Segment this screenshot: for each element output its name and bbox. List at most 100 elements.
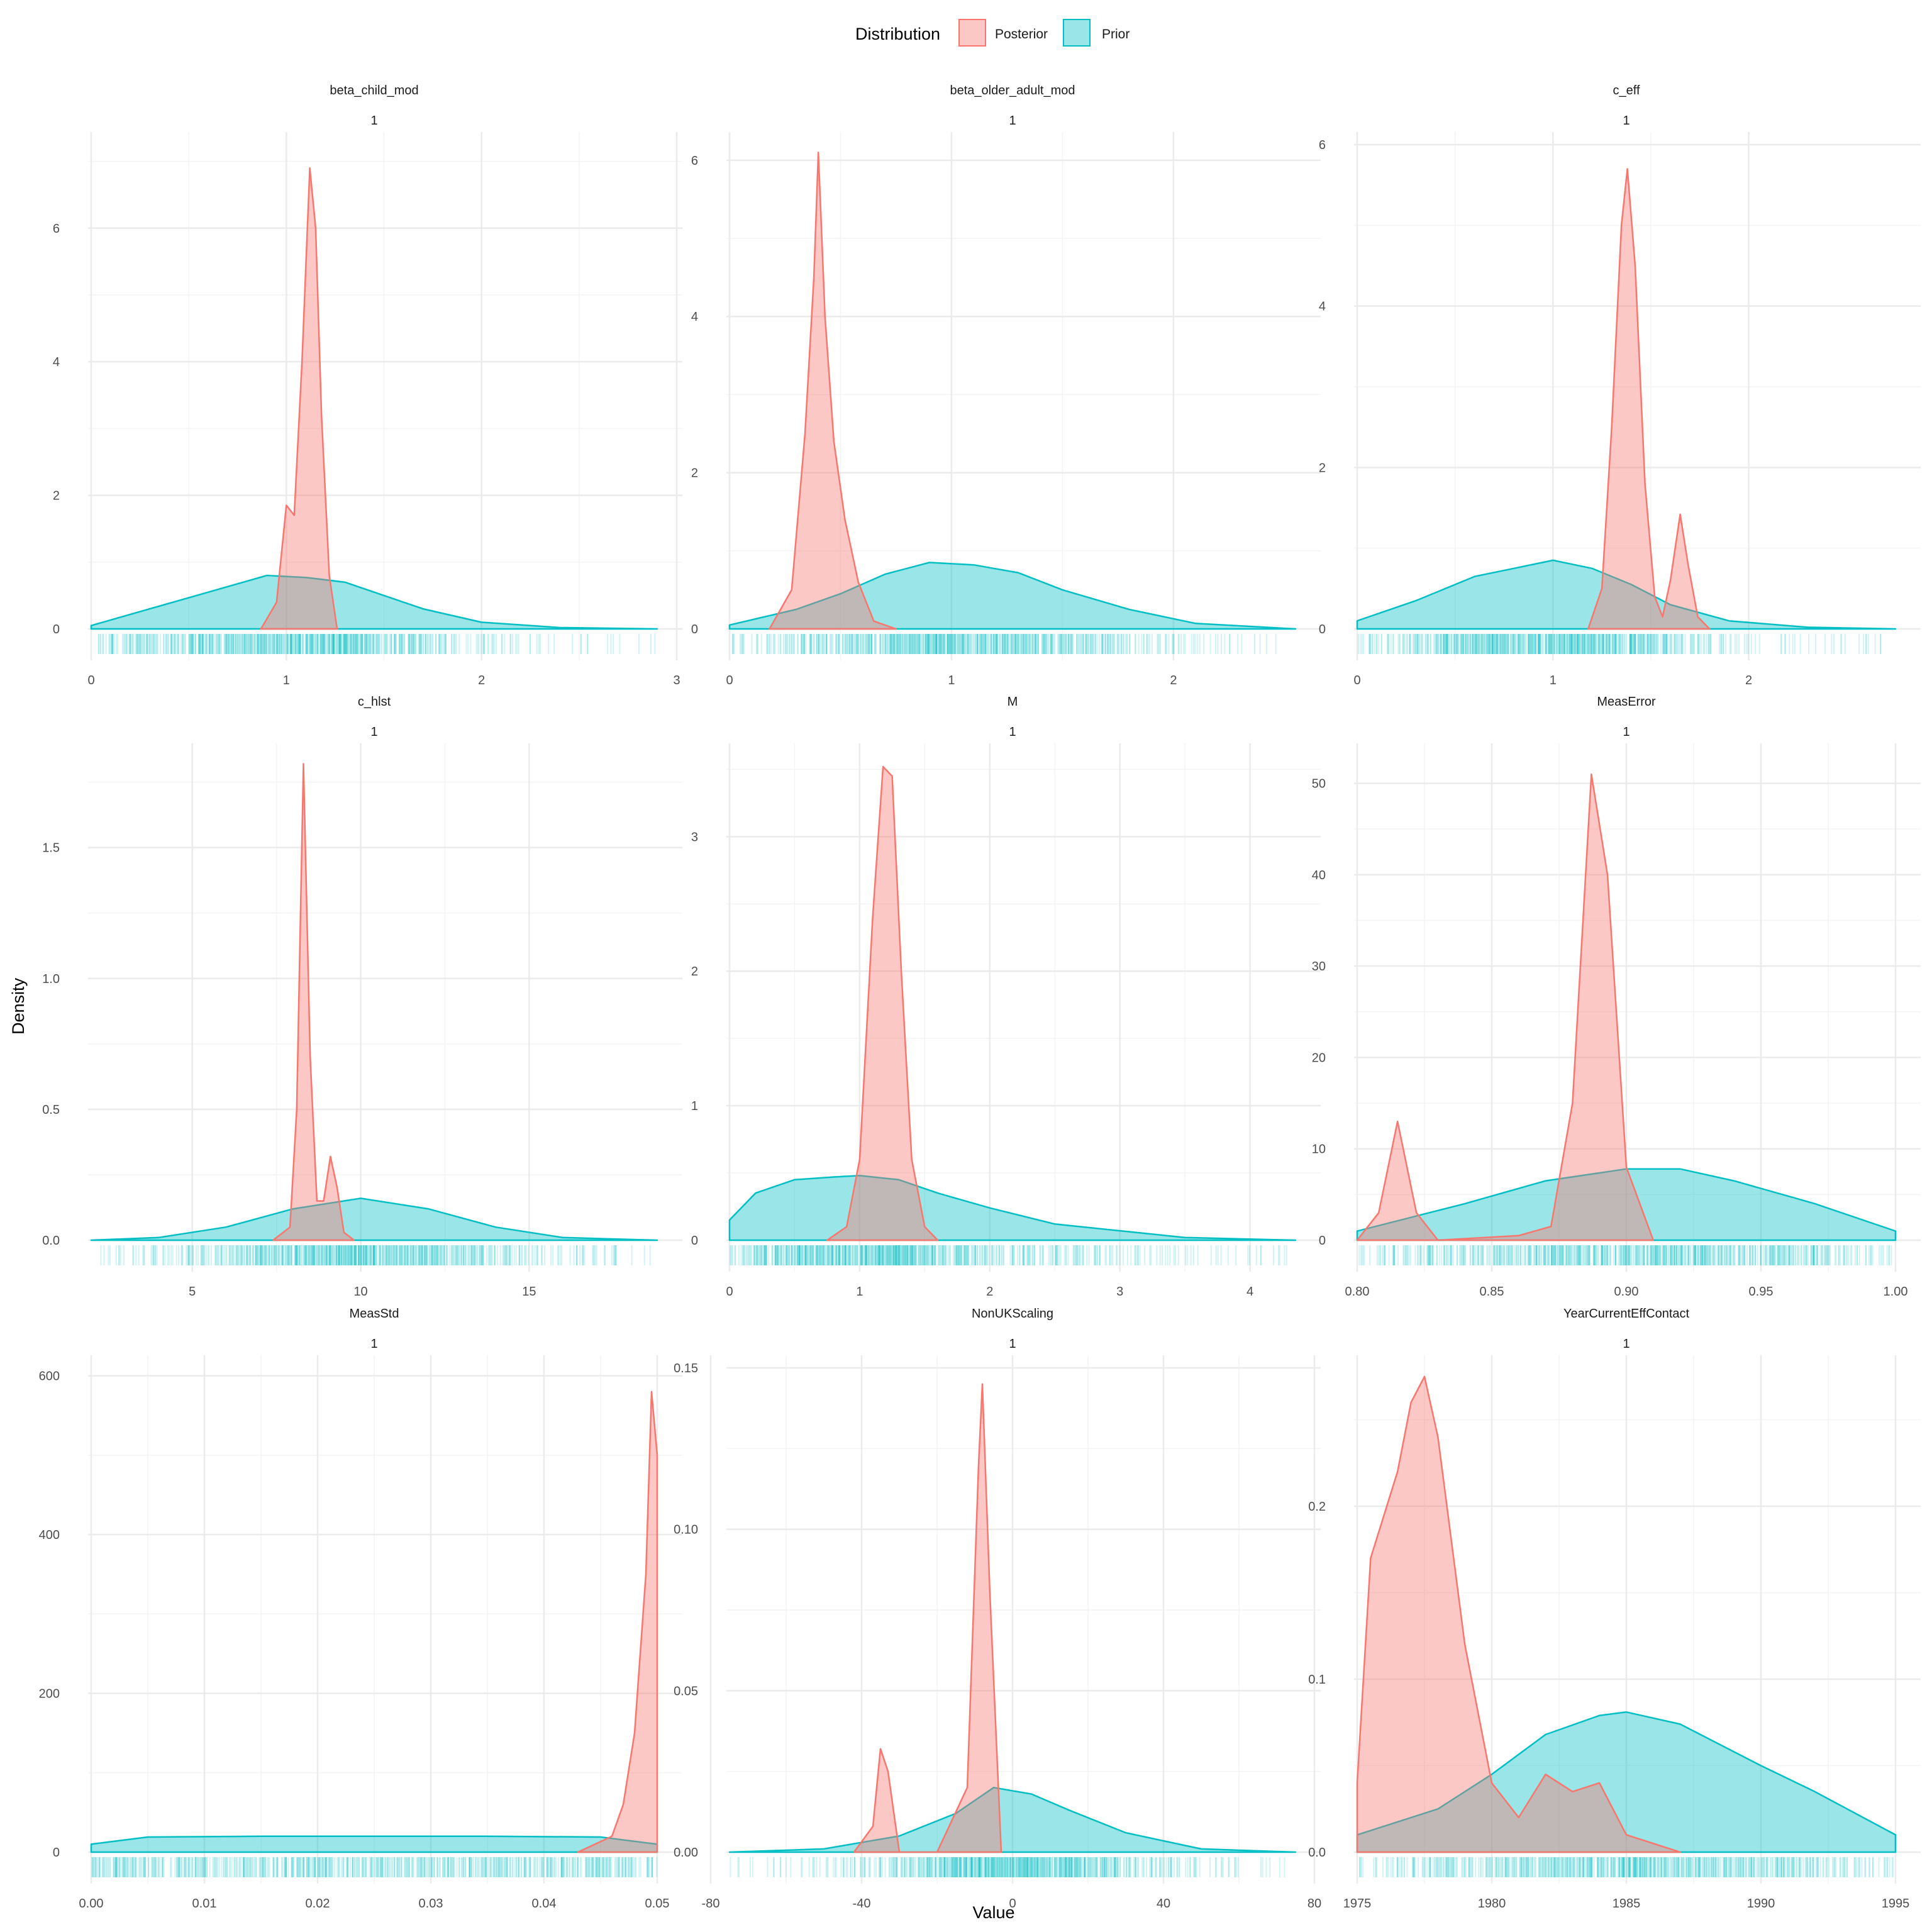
x-tick-label: 0.95: [1749, 1285, 1774, 1299]
panel-MeasStd: MeasStd 1 0 200 400 600 0.00 0.01 0.02 0.03 0.04 0.…: [39, 1307, 682, 1911]
y-tick-label: 200: [39, 1687, 60, 1701]
density-prior: [90, 574, 658, 630]
x-tick-label: 0.00: [79, 1897, 104, 1911]
y-tick-label: 0: [691, 623, 698, 636]
x-tick-label: 0: [1353, 674, 1360, 687]
legend-label-posterior: Posterior: [995, 27, 1048, 42]
y-tick-label: 20: [1312, 1051, 1326, 1065]
facet-title: c_eff: [1613, 84, 1640, 97]
y-tick-label: 4: [53, 355, 60, 369]
y-tick-label: 50: [1312, 777, 1326, 791]
y-tick-label: 6: [53, 222, 60, 236]
density-prior: [90, 1197, 658, 1241]
x-tick-label: 0.01: [192, 1897, 217, 1911]
rug-prior: [1358, 1245, 1892, 1265]
panel-M: M 1 0 1 2 3 0 1 2 3 4: [691, 695, 1321, 1299]
y-tick-label: 0: [691, 1234, 698, 1248]
facet-title: beta_older_adult_mod: [950, 84, 1075, 97]
density-posterior: [826, 765, 939, 1241]
y-tick-label: 4: [691, 310, 698, 324]
y-tick-label: 3: [691, 830, 698, 844]
density-prior: [728, 1175, 1297, 1241]
y-tick-label: 0: [1319, 623, 1326, 636]
y-tick-label: 1.0: [42, 972, 60, 986]
facet-subtitle: 1: [370, 114, 377, 128]
rug-prior: [730, 1245, 1287, 1265]
y-tick-label: 30: [1312, 960, 1326, 974]
x-tick-label: 1: [948, 674, 955, 687]
panel-c_eff: c_eff 1 0 2 4 6 0 1 2: [1319, 84, 1921, 687]
y-tick-label: 4: [1319, 300, 1326, 314]
panel-beta_older_adult_mod: beta_older_adult_mod 1 0 2 4 6 0 1 2: [691, 84, 1321, 687]
x-tick-label: 0.04: [532, 1897, 557, 1911]
facet-title: MeasStd: [350, 1307, 399, 1321]
legend: Distribution Posterior Prior: [855, 19, 1130, 47]
panel-c_hlst: c_hlst 1 0.0 0.5 1.0 1.5 5 10 15: [42, 695, 682, 1299]
y-tick-label: 0: [53, 623, 60, 636]
rug-prior: [1358, 634, 1882, 654]
x-tick-label: 1: [856, 1285, 863, 1299]
rug-prior: [732, 634, 1277, 654]
facet-subtitle: 1: [1009, 114, 1016, 128]
facet-title: beta_child_mod: [330, 84, 418, 97]
facet-subtitle: 1: [1623, 114, 1629, 128]
y-tick-label: 10: [1312, 1143, 1326, 1157]
density-posterior: [260, 167, 338, 630]
rug-prior: [100, 1245, 651, 1265]
x-tick-label: 0.05: [645, 1897, 670, 1911]
x-tick-label: 0.03: [419, 1897, 443, 1911]
facet-subtitle: 1: [1623, 725, 1629, 739]
x-tick-label: 4: [1246, 1285, 1253, 1299]
x-tick-label: 0.02: [306, 1897, 330, 1911]
legend-key-posterior: [958, 19, 986, 47]
x-tick-label: 0.80: [1345, 1285, 1370, 1299]
density-posterior: [1587, 168, 1711, 630]
y-tick-label: 2: [1319, 461, 1326, 475]
facet-title: M: [1008, 695, 1018, 709]
density-prior: [1356, 559, 1897, 630]
facet-title: c_hlst: [358, 695, 391, 709]
legend-key-prior: [1063, 19, 1091, 47]
x-tick-label: 1: [283, 674, 290, 687]
y-tick-label: 6: [1319, 138, 1326, 152]
y-tick-label: 6: [691, 154, 698, 168]
x-tick-label: 3: [673, 674, 680, 687]
y-tick-label: 2: [691, 467, 698, 480]
facet-title: MeasError: [1597, 695, 1656, 709]
density-posterior: [769, 152, 897, 630]
y-tick-label: 600: [39, 1370, 60, 1384]
rug-prior: [91, 1857, 658, 1877]
density-posterior: [577, 1391, 658, 1853]
density-prior: [1356, 1168, 1897, 1241]
y-tick-label: 2: [691, 965, 698, 979]
x-tick-label: 3: [1116, 1285, 1123, 1299]
facet-subtitle: 1: [370, 725, 377, 739]
x-tick-label: 5: [189, 1285, 196, 1299]
x-tick-label: 0.85: [1480, 1285, 1504, 1299]
x-tick-label: 1.00: [1884, 1285, 1908, 1299]
y-tick-label: 0.5: [42, 1103, 60, 1117]
x-tick-label: 0: [87, 674, 94, 687]
x-tick-label: 2: [478, 674, 485, 687]
density-prior: [90, 1835, 658, 1853]
x-tick-label: 1: [1550, 674, 1557, 687]
y-tick-label: 1: [691, 1099, 698, 1113]
legend-title: Distribution: [855, 25, 940, 43]
facet-subtitle: 1: [370, 1337, 377, 1351]
y-tick-label: 400: [39, 1528, 60, 1542]
x-tick-label: 2: [1170, 674, 1177, 687]
x-tick-label: 0: [726, 1285, 733, 1299]
facet-subtitle: 1: [1009, 725, 1016, 739]
x-tick-label: 2: [986, 1285, 993, 1299]
rug-prior: [97, 634, 656, 654]
x-tick-label: 15: [522, 1285, 536, 1299]
y-tick-label: 2: [53, 489, 60, 503]
density-posterior: [1356, 773, 1655, 1241]
y-tick-label: 0.0: [42, 1234, 60, 1248]
y-tick-label: 1.5: [42, 841, 60, 855]
x-tick-label: 2: [1745, 674, 1752, 687]
y-tick-label: 40: [1312, 869, 1326, 882]
